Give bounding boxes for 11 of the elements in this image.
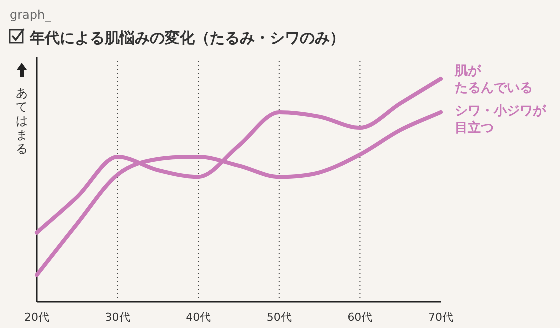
x-tick-label: 50代 (266, 311, 292, 324)
text: graph_ (10, 8, 52, 22)
series-label: 肌がたるんでいる (454, 64, 533, 96)
x-tick-label: 60代 (348, 311, 373, 324)
x-tick-label: 20代 (24, 311, 50, 324)
chart-title: 年代による肌悩みの変化（たるみ・シワのみ） (29, 29, 345, 47)
series-label: シワ・小ジワが目立つ (455, 104, 547, 136)
x-tick-label: 30代 (105, 311, 130, 324)
x-tick-label: 40代 (186, 311, 212, 324)
x-tick-label: 70代 (428, 311, 454, 324)
y-axis-title: あてはまる (16, 86, 28, 156)
